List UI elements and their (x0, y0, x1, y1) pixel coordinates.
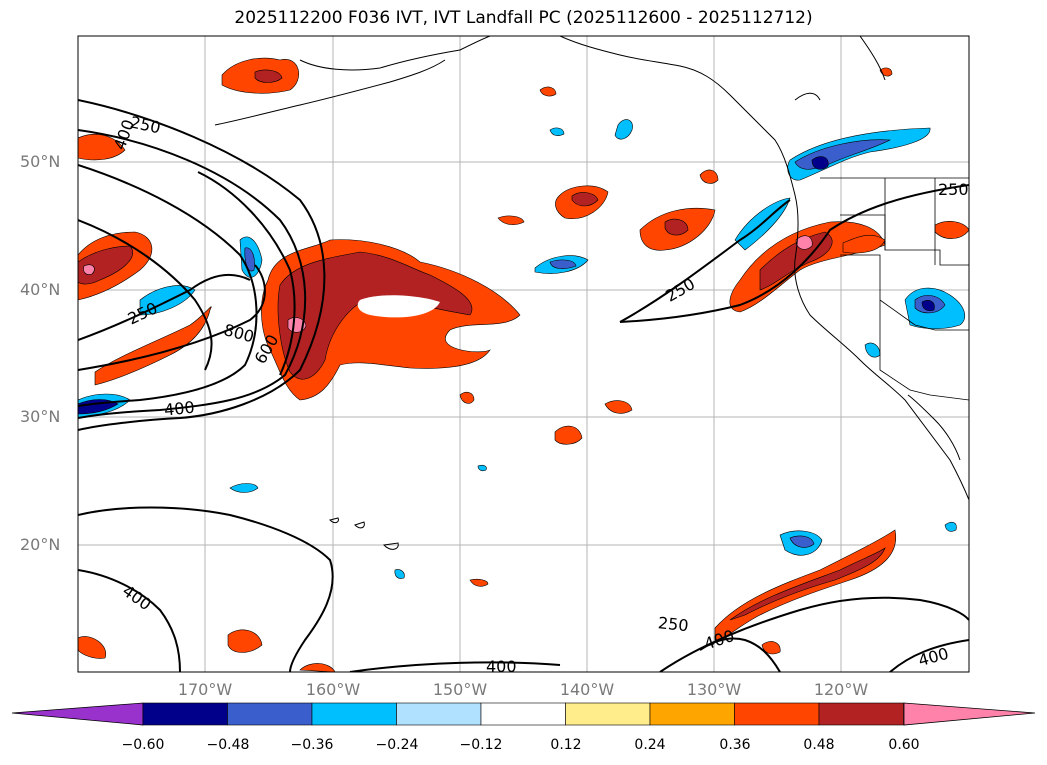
contour-label: 400 (916, 644, 950, 670)
lat-label: 20°N (20, 535, 61, 554)
map-frame (77, 35, 970, 673)
colorbar-bin (227, 702, 313, 726)
map-title: 2025112200 F036 IVT, IVT Landfall PC (20… (234, 8, 813, 28)
colorbar (11, 702, 1036, 726)
colorbar-tick: −0.36 (290, 737, 334, 753)
colorbar-bin (649, 702, 735, 726)
lon-label: 160°W (305, 680, 361, 699)
negative-anomaly-fields (78, 119, 966, 579)
coastlines (214, 36, 969, 550)
lat-label: 30°N (20, 407, 61, 426)
borders (820, 177, 969, 401)
positive-anomaly-fields (78, 57, 969, 672)
lat-label: 50°N (20, 152, 61, 171)
colorbar-tick: 0.36 (719, 737, 751, 753)
contour-label: 250 (938, 180, 969, 199)
colorbar-tick: −0.48 (206, 737, 250, 753)
contour-label: 250 (662, 274, 698, 306)
contour-label: 400 (163, 398, 195, 420)
contour-label: 250 (657, 613, 689, 635)
lon-label: 130°W (686, 680, 742, 699)
colorbar-tick: −0.12 (459, 737, 503, 753)
colorbar-bin (818, 702, 904, 726)
colorbar-tick: 0.60 (888, 737, 920, 753)
colorbar-tick: −0.24 (375, 737, 419, 753)
contour-label: 400 (486, 657, 517, 676)
colorbar-tick: 0.24 (634, 737, 666, 753)
colorbar-tick: 0.12 (550, 737, 582, 753)
colorbar-tick: −0.60 (121, 737, 165, 753)
colorbar-high-extend (903, 702, 1036, 726)
lon-label: 170°W (177, 680, 233, 699)
contour-label: 400 (702, 626, 737, 654)
lon-label: 120°W (813, 680, 869, 699)
contour-labels: 250 400 250 800 600 400 250 250 400 250 … (110, 112, 969, 676)
colorbar-bin (311, 702, 397, 726)
ivt-contours (78, 99, 969, 672)
colorbar-bin (480, 702, 566, 726)
lat-label: 40°N (20, 280, 61, 299)
contour-label: 400 (119, 581, 155, 614)
colorbar-bin (734, 702, 820, 726)
gridlines (78, 36, 969, 672)
colorbar-bin (142, 702, 228, 726)
colorbar-tick: 0.48 (803, 737, 835, 753)
colorbar-low-extend (11, 702, 144, 726)
lon-label: 150°W (432, 680, 488, 699)
contour-label: 400 (110, 117, 138, 152)
lon-label: 140°W (559, 680, 615, 699)
colorbar-bin (565, 702, 651, 726)
colorbar-bin (396, 702, 482, 726)
contour-label: 800 (222, 320, 256, 346)
